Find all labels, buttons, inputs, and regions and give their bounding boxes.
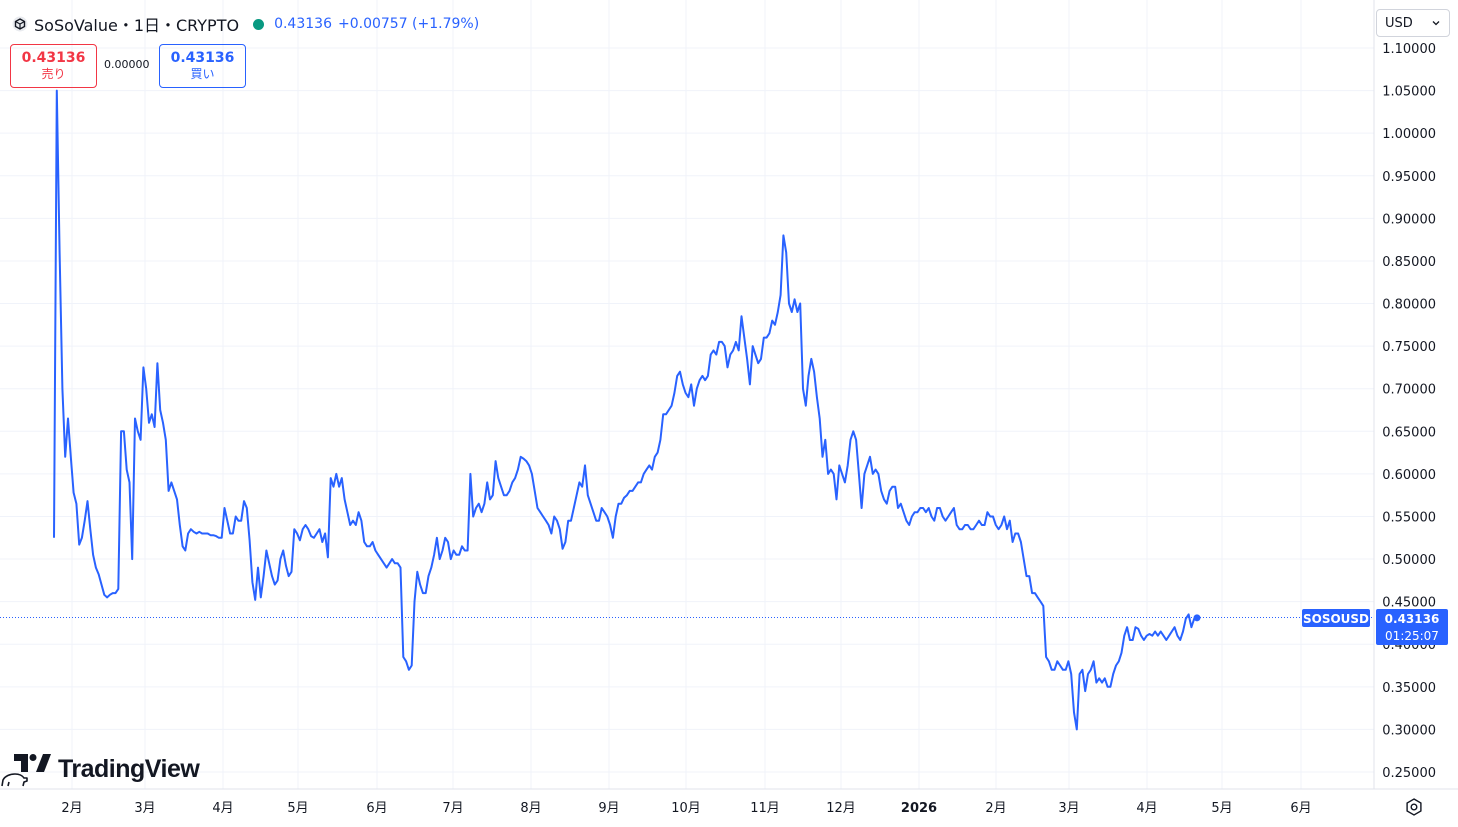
series-line-sosousd[interactable] bbox=[53, 89, 1198, 731]
x-tick-label: 11月 bbox=[750, 801, 780, 816]
sell-button[interactable]: 0.43136 売り bbox=[10, 44, 97, 88]
symbol-tag: SOSOUSD bbox=[1302, 609, 1370, 627]
x-tick-label: 6月 bbox=[366, 801, 387, 816]
y-tick-label: 0.25000 bbox=[1382, 766, 1436, 781]
tradingview-logo-text: TradingView bbox=[58, 754, 200, 783]
sell-price: 0.43136 bbox=[21, 50, 86, 66]
header-change: +0.00757 (+1.79%) bbox=[337, 16, 480, 32]
x-tick-label: 8月 bbox=[520, 801, 541, 816]
x-tick-label: 10月 bbox=[671, 801, 701, 816]
y-tick-label: 1.00000 bbox=[1382, 127, 1436, 142]
y-tick-label: 0.85000 bbox=[1382, 255, 1436, 270]
y-tick-label: 0.70000 bbox=[1382, 383, 1436, 398]
y-tick-label: 1.10000 bbox=[1382, 42, 1436, 57]
sell-label: 売り bbox=[41, 67, 66, 81]
x-tick-label: 2026 bbox=[901, 801, 937, 816]
y-tick-label: 0.65000 bbox=[1382, 425, 1436, 440]
x-tick-label: 4月 bbox=[212, 801, 233, 816]
symbol-tag-label: SOSOUSD bbox=[1303, 612, 1369, 626]
market-status-dot[interactable] bbox=[253, 18, 265, 30]
chart-header: SoSoValue・1日・CRYPTO 0.43136 +0.00757 (+1… bbox=[12, 12, 479, 36]
buy-button[interactable]: 0.43136 買い bbox=[159, 44, 246, 88]
x-tick-label: 7月 bbox=[442, 801, 463, 816]
x-tick-label: 3月 bbox=[1058, 801, 1079, 816]
y-tick-label: 0.60000 bbox=[1382, 468, 1436, 483]
x-tick-label: 12月 bbox=[826, 801, 856, 816]
tradingview-logo[interactable]: TradingView bbox=[0, 750, 200, 788]
symbol-title[interactable]: SoSoValue・1日・CRYPTO bbox=[34, 16, 240, 35]
y-tick-label: 0.30000 bbox=[1382, 723, 1436, 738]
x-tick-label: 2月 bbox=[61, 801, 82, 816]
tradingview-logo-icon bbox=[1, 754, 51, 787]
y-tick-label: 0.75000 bbox=[1382, 340, 1436, 355]
time-axis[interactable]: 2月 3月 4月 5月 6月 7月 8月 9月 10月 11月 12月 2026 2月 3月 4月 5月 6月 bbox=[61, 801, 1311, 816]
y-tick-label: 0.55000 bbox=[1382, 510, 1436, 525]
price-tag-countdown: 01:25:07 bbox=[1385, 629, 1439, 643]
last-price-dot bbox=[1193, 614, 1201, 622]
x-tick-label: 4月 bbox=[1136, 801, 1157, 816]
x-tick-label: 5月 bbox=[287, 801, 308, 816]
y-tick-label: 0.45000 bbox=[1382, 596, 1436, 611]
chevron-down-icon bbox=[1432, 21, 1440, 26]
x-tick-label: 9月 bbox=[598, 801, 619, 816]
currency-value: USD bbox=[1385, 15, 1413, 31]
price-tag-value: 0.43136 bbox=[1385, 612, 1440, 626]
grid-lines bbox=[0, 0, 1374, 789]
x-tick-label: 5月 bbox=[1211, 801, 1232, 816]
y-tick-label: 0.80000 bbox=[1382, 298, 1436, 313]
y-tick-label: 1.05000 bbox=[1382, 85, 1436, 100]
currency-select[interactable]: USD bbox=[1376, 9, 1450, 37]
x-tick-label: 2月 bbox=[985, 801, 1006, 816]
y-tick-label: 0.90000 bbox=[1382, 212, 1436, 227]
x-tick-label: 3月 bbox=[134, 801, 155, 816]
symbol-logo-icon bbox=[12, 16, 28, 32]
price-tag: 0.43136 01:25:07 bbox=[1376, 609, 1448, 645]
y-tick-label: 0.95000 bbox=[1382, 170, 1436, 185]
x-tick-label: 6月 bbox=[1290, 801, 1311, 816]
settings-icon[interactable] bbox=[1404, 797, 1424, 817]
buy-price: 0.43136 bbox=[170, 50, 235, 66]
y-tick-label: 0.50000 bbox=[1382, 553, 1436, 568]
buy-label: 買い bbox=[190, 67, 215, 81]
spread-value: 0.00000 bbox=[104, 58, 150, 71]
price-axis[interactable]: 1.10000 1.05000 1.00000 0.95000 0.90000 0.850… bbox=[1382, 42, 1436, 781]
y-tick-label: 0.35000 bbox=[1382, 681, 1436, 696]
header-price: 0.43136 bbox=[274, 16, 332, 32]
